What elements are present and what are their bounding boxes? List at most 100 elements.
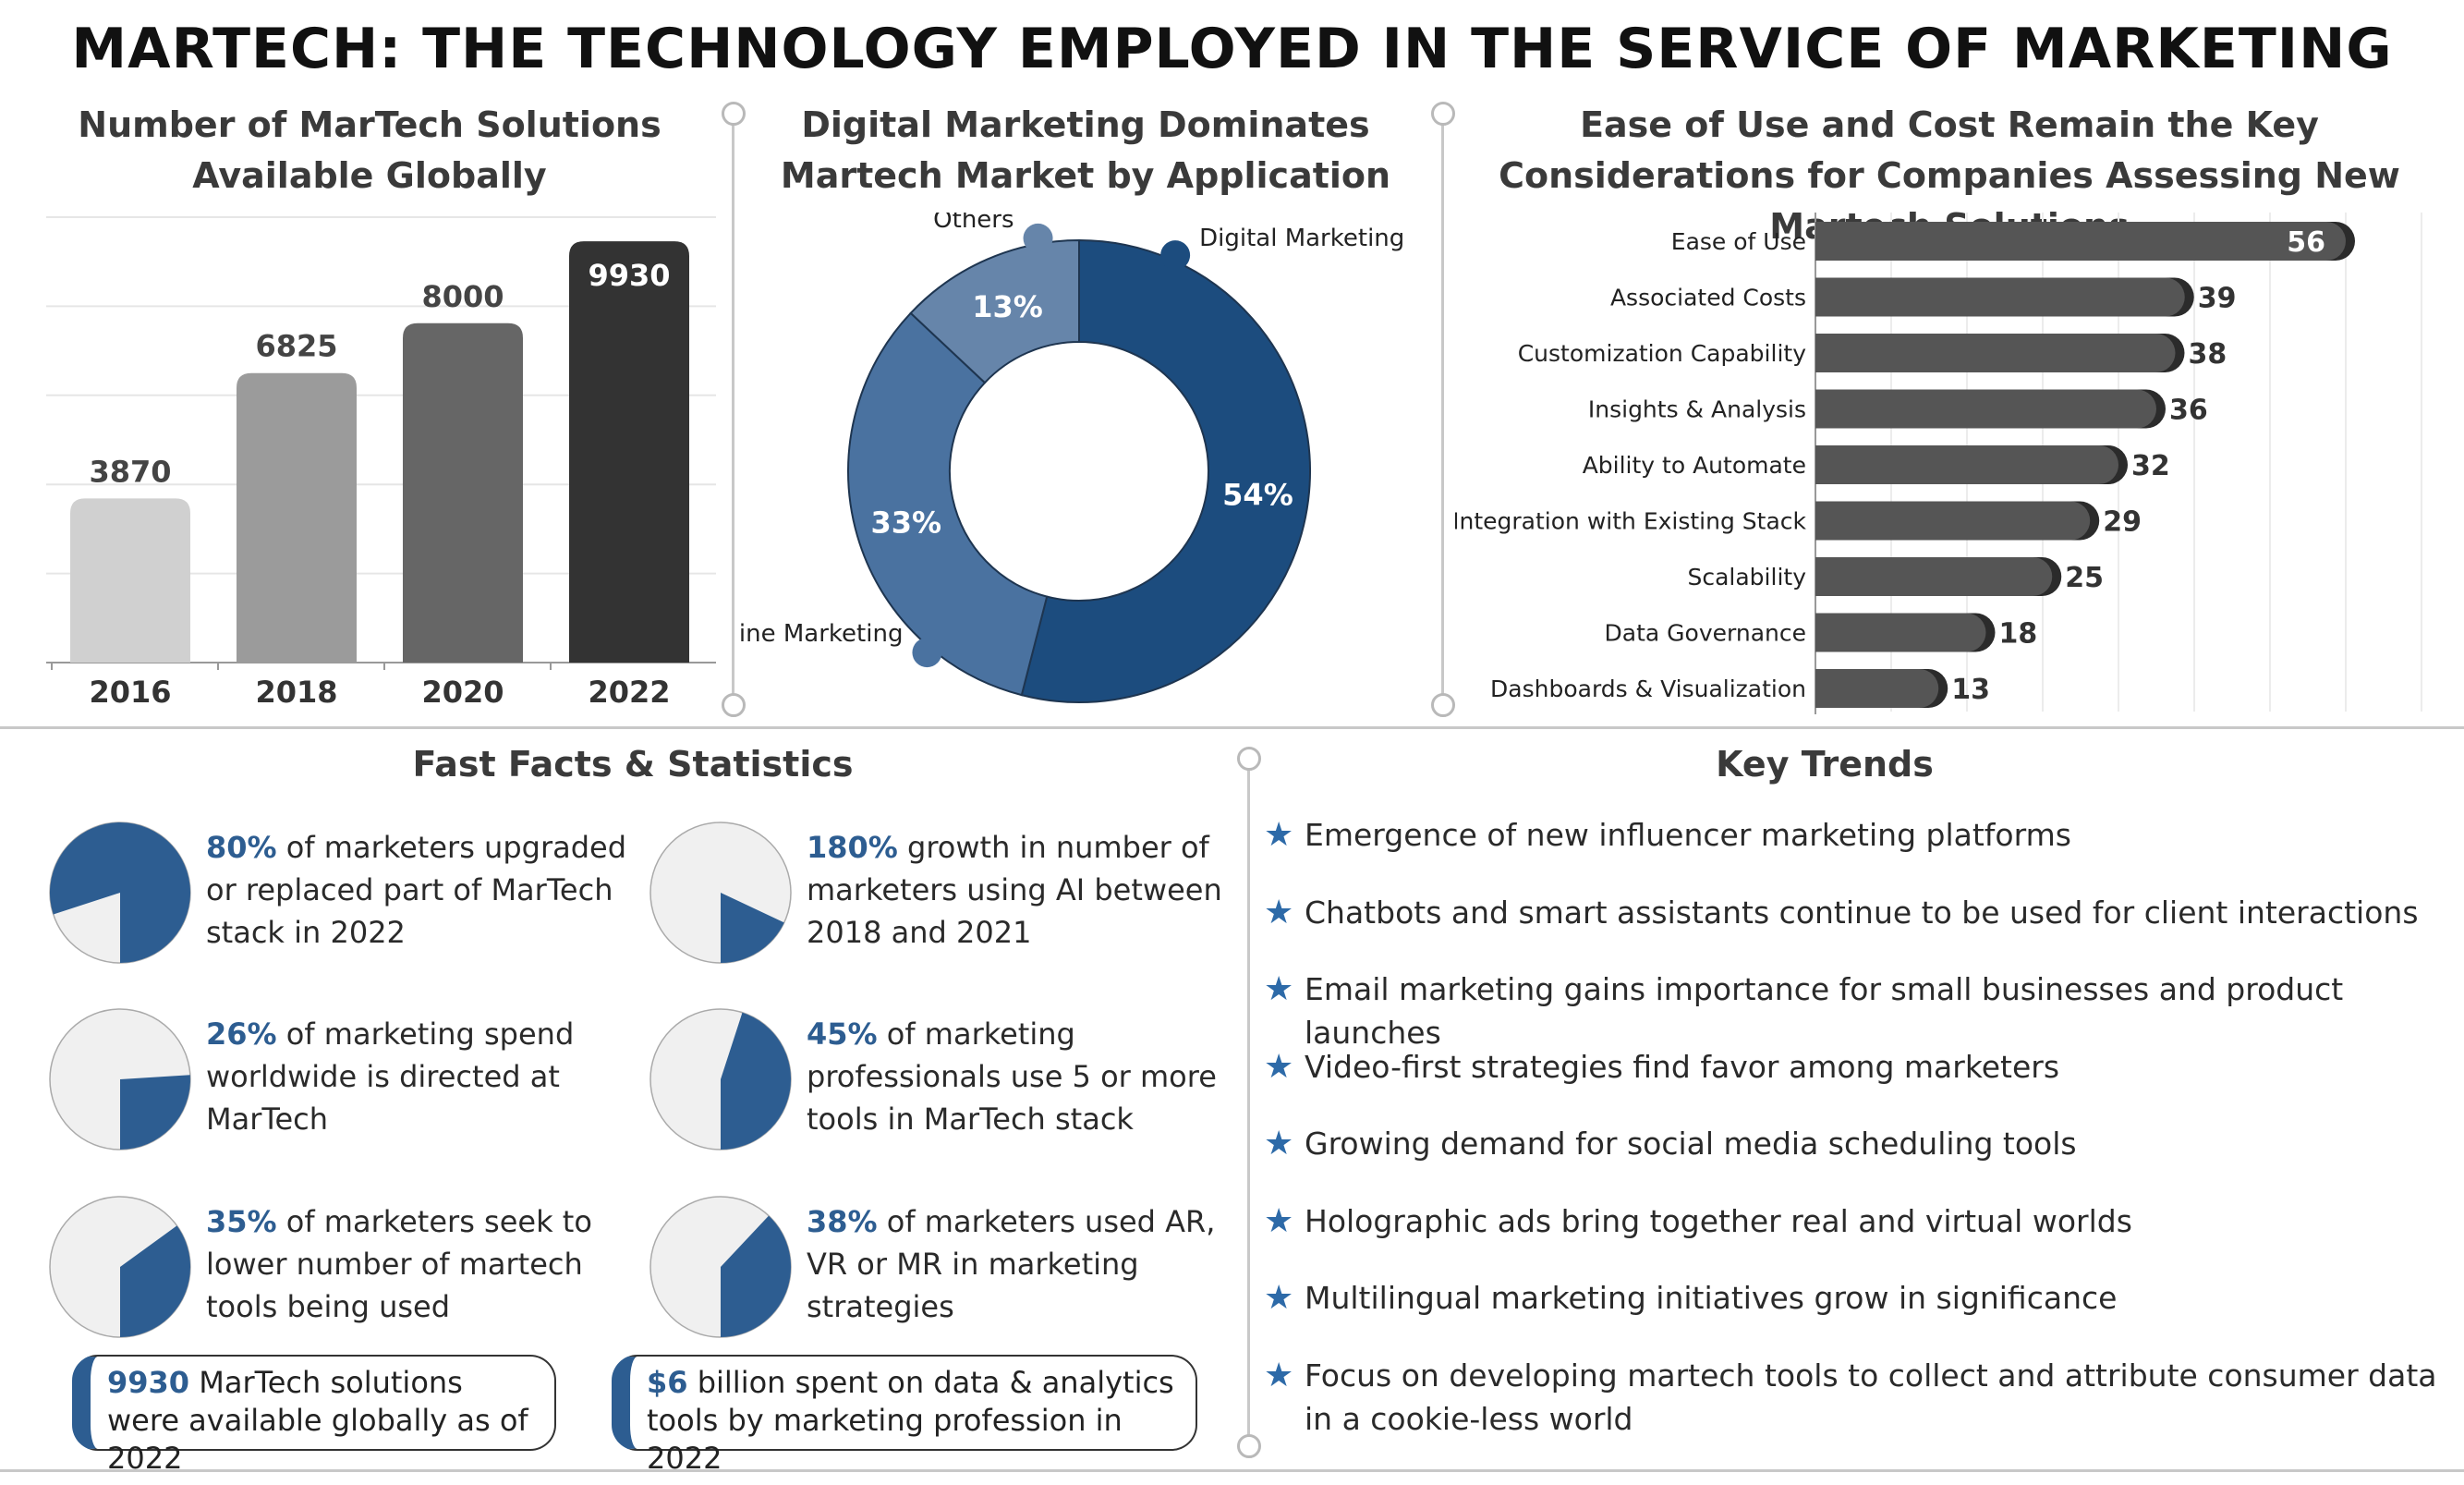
divider-end-2a [1431,102,1455,126]
bar-value-label: 39 [2198,283,2237,315]
fact-pie-fill [721,1215,791,1337]
divider-end-3b [1237,1434,1261,1458]
bar [237,372,357,663]
slice-callout-dot [1023,223,1053,253]
bar [1815,389,2156,429]
divider-end-1b [722,693,746,717]
fact-percentage: 35% [206,1204,277,1239]
slice-callout-dot [912,638,942,668]
star-icon: ★ [1264,1356,1294,1394]
fact-pie [49,1196,191,1338]
divider-end-2b [1431,693,1455,717]
fact-description: of marketing spend worldwide is directed… [206,1016,575,1137]
fact-description: growth in number of marketers using AI b… [807,830,1222,950]
slice-category-label: Others [933,213,1014,234]
slice-category-label: Digital Marketing [1199,225,1404,252]
divider-bottom [0,1469,2464,1472]
bar-value-label: 32 [2131,450,2170,482]
fact-pie [649,1008,792,1150]
slice-value-label: 54% [1222,477,1293,512]
bar [1815,222,2346,261]
divider-vertical-3 [1247,758,1250,1451]
fact-pie-fill [50,822,191,963]
trend-item: ★ Growing demand for social media schedul… [1264,1122,2446,1165]
fact-pie-fill [721,893,784,963]
bar-value-label: 36 [2169,395,2208,427]
y-tick-label: Ease of Use [1671,228,1806,255]
trend-text: Holographic ads bring together real and … [1305,1202,2132,1239]
trend-item: ★ Multilingual marketing initiatives grow… [1264,1276,2446,1320]
star-icon: ★ [1264,1047,1294,1086]
trend-item: ★ Chatbots and smart assistants continue … [1264,891,2446,934]
bar-chart: 3870 2016 6825 2018 8000 2020 9930 2022 [46,216,716,710]
trend-text: Focus on developing martech tools to col… [1305,1357,2437,1437]
bar [569,241,689,663]
page-title: MARTECH: THE TECHNOLOGY EMPLOYED IN THE … [71,17,2393,81]
hbar-chart: 56 Ease of Use 39 Associated Costs 38 Customi… [1455,213,2422,714]
donut-chart: 54% 33% 13% Digital Marketing Offline Market… [739,213,1404,703]
callout-spend: $6 billion spent on data & analytics too… [612,1355,1197,1476]
fact-pie [49,822,191,964]
y-tick-label: Dashboards & Visualization [1490,676,1806,702]
bar-value-label: 8000 [421,279,504,314]
slice-category-label: Offline Marketing [739,620,903,648]
star-icon: ★ [1264,816,1294,854]
bar [70,498,190,663]
fact-pie [649,822,792,964]
bar-value-label: 3870 [89,454,171,489]
bar-value-label: 56 [2287,226,2325,259]
fact-description: of marketers seek to lower number of mar… [206,1204,592,1324]
star-icon: ★ [1264,1125,1294,1162]
trend-item: ★ Holographic ads bring together real and… [1264,1199,2446,1243]
fact-text: 80% of marketers upgraded or replaced pa… [206,826,640,954]
x-tick-label: 2020 [421,675,504,710]
y-tick-label: Associated Costs [1610,285,1806,311]
facts-title: Fast Facts & Statistics [412,744,854,785]
donut-slice [847,311,1049,697]
bar-value-label: 25 [2065,562,2104,594]
callout-solutions-number: 9930 [107,1365,190,1400]
divider-horizontal [0,726,2464,729]
trends-title: Key Trends [1716,744,1934,785]
trend-text: Multilingual marketing initiatives grow … [1305,1280,2118,1316]
fact-text: 45% of marketing professionals use 5 or … [807,1013,1241,1140]
trend-text: Emergence of new influencer marketing pl… [1305,817,2071,853]
star-icon: ★ [1264,893,1294,931]
callout-spend-text: billion spent on data & analytics tools … [647,1365,1174,1476]
fact-text: 180% growth in number of marketers using… [807,826,1241,954]
fact-percentage: 180% [807,830,898,865]
fact-description: of marketers used AR, VR or MR in market… [807,1204,1216,1324]
bar [1815,669,1939,708]
fact-pie [649,1196,792,1338]
divider-vertical-2 [1441,113,1444,704]
bar-value-label: 13 [1951,674,1990,706]
bar-value-label: 38 [2189,338,2227,371]
slice-callout-dot [1160,240,1191,271]
callout-solutions: 9930 MarTech solutions were available gl… [72,1355,556,1476]
donut-slice [1020,238,1311,703]
bar-value-label: 18 [1999,618,2038,651]
bar [1815,445,2118,484]
divider-end-3a [1237,747,1261,771]
trend-item: ★ Video-first strategies find favor among… [1264,1045,2446,1089]
bar [1815,501,2091,541]
bar [1815,277,2185,317]
donut-slice [909,238,1080,384]
star-icon: ★ [1264,970,1294,1008]
bar-chart-title: Number of MarTech Solutions Available Gl… [78,104,662,196]
fact-percentage: 26% [206,1016,277,1052]
fact-percentage: 45% [807,1016,878,1052]
fact-pie-fill [721,1012,791,1150]
bar-value-label: 9930 [588,258,670,293]
trend-text: Video-first strategies find favor among … [1305,1048,2060,1085]
fact-pie-fill [120,1075,190,1150]
x-tick-label: 2022 [588,675,670,710]
y-tick-label: Insights & Analysis [1588,396,1806,423]
trend-item: ★ Email marketing gains importance for sm… [1264,968,2446,1054]
fact-description: of marketers upgraded or replaced part o… [206,830,627,950]
divider-vertical-1 [732,113,734,704]
fact-text: 38% of marketers used AR, VR or MR in ma… [807,1200,1241,1328]
bar [1815,613,1986,652]
trend-item: ★ Focus on developing martech tools to co… [1264,1354,2446,1441]
x-tick-label: 2018 [255,675,337,710]
